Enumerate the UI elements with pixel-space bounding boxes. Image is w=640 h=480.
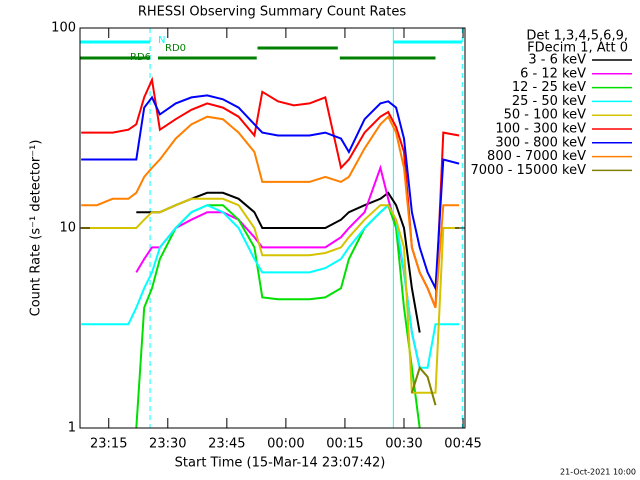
x-tick-label: 23:45 [208, 437, 245, 452]
flag-label: RD0 [165, 43, 186, 54]
x-tick-label: 00:15 [326, 437, 363, 452]
legend-title: FDecim 1, Att 0 [527, 41, 628, 56]
y-tick-label: 10 [59, 221, 76, 236]
legend-label: 3 - 6 keV [528, 53, 586, 68]
y-tick-label: 100 [51, 21, 76, 36]
legend-label: 800 - 7000 keV [487, 149, 586, 164]
flag-label: N [158, 35, 165, 46]
series-line [81, 94, 460, 292]
x-tick-label: 00:30 [385, 437, 422, 452]
series-line [81, 197, 460, 394]
x-tick-label: 00:45 [444, 437, 481, 452]
legend-label: 25 - 50 keV [512, 94, 586, 109]
series-line [410, 365, 437, 406]
legend-label: 12 - 25 keV [512, 80, 586, 95]
x-tick-label: 23:15 [90, 437, 127, 452]
legend-label: 6 - 12 keV [520, 66, 586, 81]
legend-title: Det 1,3,4,5,6,9, [526, 29, 628, 44]
legend-label: 7000 - 15000 keV [471, 163, 587, 178]
legend-label: 300 - 800 keV [495, 135, 586, 150]
x-tick-label: 00:00 [267, 437, 304, 452]
series-line [81, 203, 460, 369]
y-axis-label: Count Rate (s⁻¹ detector⁻¹) [29, 140, 44, 317]
flag-label: RD6 [130, 52, 151, 63]
x-axis-label: Start Time (15-Mar-14 23:07:42) [175, 456, 386, 471]
series-line [81, 115, 460, 308]
legend-label: 50 - 100 keV [504, 108, 587, 123]
y-tick-label: 1 [68, 421, 76, 436]
legend-label: 100 - 300 keV [495, 122, 586, 137]
chart-title: RHESSI Observing Summary Count Rates [138, 5, 407, 20]
x-tick-label: 23:30 [149, 437, 186, 452]
footer: 21-Oct-2021 10:00 [560, 468, 636, 477]
